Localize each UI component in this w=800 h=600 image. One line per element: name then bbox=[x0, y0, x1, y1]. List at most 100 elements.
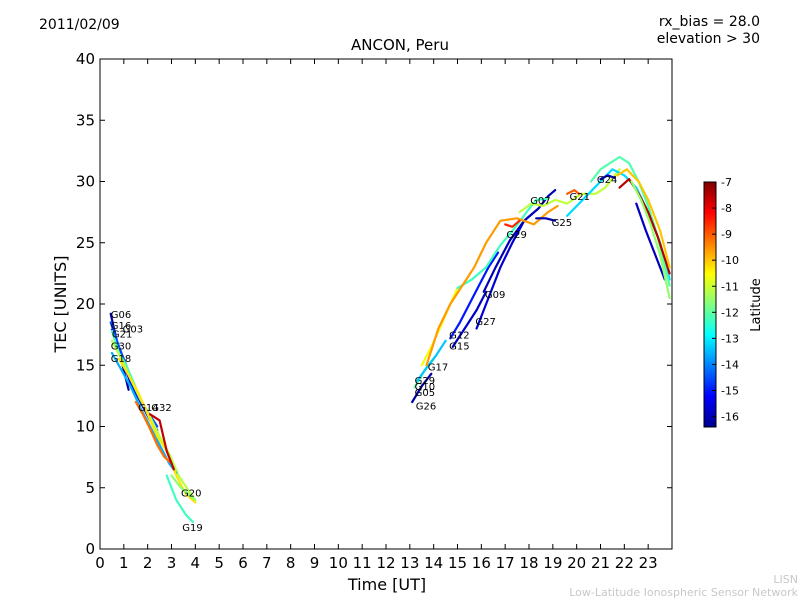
y-tick-label: 20 bbox=[76, 295, 95, 313]
satellite-label: G25 bbox=[552, 218, 572, 229]
series-line-g29 bbox=[415, 339, 447, 383]
satellite-label: G05 bbox=[415, 388, 435, 399]
series-line-g18b bbox=[616, 168, 671, 269]
y-tick-label: 40 bbox=[76, 50, 95, 68]
rx-bias-label: rx_bias = 28.0 bbox=[658, 14, 760, 30]
y-tick-label: 10 bbox=[76, 418, 95, 436]
satellite-label: G16 bbox=[111, 321, 131, 332]
series-line-g01 bbox=[630, 180, 671, 299]
satellite-labels: G06G16G21G03G30G18G14G32G20G19G17G29G10G… bbox=[111, 175, 618, 534]
colorbar-tick-label: -16 bbox=[721, 411, 739, 424]
y-axis-label: TEC [UNITS] bbox=[51, 256, 70, 354]
series-line-g20 bbox=[170, 474, 197, 502]
x-tick-label: 5 bbox=[214, 554, 224, 572]
series-line-g29b bbox=[504, 219, 521, 228]
satellite-label: G09 bbox=[485, 290, 505, 301]
colorbar-tick-label: -7 bbox=[721, 176, 732, 189]
x-tick-label: 10 bbox=[329, 554, 348, 572]
x-tick-label: 13 bbox=[400, 554, 419, 572]
colorbar-tick-label: -11 bbox=[721, 280, 739, 293]
x-tick-label: 6 bbox=[238, 554, 248, 572]
y-tick-label: 15 bbox=[76, 356, 95, 374]
colorbar-tick-label: -13 bbox=[721, 332, 739, 345]
satellite-label: G06 bbox=[111, 310, 131, 321]
x-tick-label: 9 bbox=[310, 554, 320, 572]
satellite-label: G30 bbox=[111, 342, 131, 353]
colorbar-tick-label: -9 bbox=[721, 228, 732, 241]
series-line-g22b bbox=[618, 178, 671, 275]
satellite-label: G17 bbox=[428, 362, 448, 373]
satellite-label: G19 bbox=[182, 523, 202, 534]
series-line-g25 bbox=[535, 217, 557, 222]
x-tick-label: 18 bbox=[519, 554, 538, 572]
satellite-label: G21 bbox=[570, 192, 590, 203]
series-line-g13 bbox=[518, 168, 621, 214]
footer-line1: LISN bbox=[773, 573, 798, 586]
x-tick-label: 23 bbox=[639, 554, 658, 572]
series-line-g12 bbox=[449, 251, 500, 340]
x-tick-label: 1 bbox=[119, 554, 129, 572]
x-tick-label: 15 bbox=[448, 554, 467, 572]
colorbar-tick-label: -14 bbox=[721, 358, 739, 371]
colorbar-tick-label: -12 bbox=[721, 306, 739, 319]
satellite-label: G26 bbox=[416, 402, 436, 413]
y-tick-label: 25 bbox=[76, 234, 95, 252]
series-line-g19 bbox=[165, 474, 194, 524]
footer-line2: Low-Latitude Ionospheric Sensor Network bbox=[569, 586, 798, 599]
x-tick-label: 3 bbox=[167, 554, 177, 572]
elevation-label: elevation > 30 bbox=[656, 31, 760, 47]
x-tick-label: 21 bbox=[591, 554, 610, 572]
series-line-g24 bbox=[599, 174, 616, 181]
satellite-label: G21 bbox=[112, 329, 132, 340]
satellite-label: G15 bbox=[449, 342, 469, 353]
satellite-label: G18 bbox=[111, 354, 131, 365]
y-tick-label: 30 bbox=[76, 173, 95, 191]
colorbar-gradient bbox=[703, 181, 717, 428]
footer: LISN Low-Latitude Ionospheric Sensor Net… bbox=[569, 573, 798, 599]
colorbar-tick-label: -15 bbox=[721, 385, 739, 398]
x-tick-label: 19 bbox=[543, 554, 562, 572]
series-line-g21b bbox=[565, 189, 581, 195]
colorbar: -7 -8 -9 -10 -11 -12 -13 -14 -15 -16 bbox=[703, 176, 739, 428]
satellite-label: G29 bbox=[415, 376, 435, 387]
y-tick-label: 5 bbox=[85, 479, 95, 497]
satellite-label: G32 bbox=[151, 403, 171, 414]
satellite-label: G27 bbox=[475, 317, 495, 328]
x-tick-label: 7 bbox=[262, 554, 272, 572]
series-line-g22 bbox=[134, 400, 173, 465]
satellite-label: G12 bbox=[449, 331, 469, 342]
x-tick-label: 22 bbox=[615, 554, 634, 572]
satellite-label: G24 bbox=[597, 175, 617, 186]
x-tick-label: 8 bbox=[286, 554, 296, 572]
series-line-g07 bbox=[456, 197, 550, 290]
series-line-g10 bbox=[425, 204, 559, 367]
satellite-label: G14 bbox=[138, 403, 158, 414]
x-tick-label: 17 bbox=[496, 554, 515, 572]
y-tick-label: 0 bbox=[85, 540, 95, 558]
colorbar-tick-label: -8 bbox=[721, 202, 732, 215]
info-block: rx_bias = 28.0 elevation > 30 bbox=[657, 14, 760, 48]
x-tick-label: 16 bbox=[472, 554, 491, 572]
x-tick-label: 12 bbox=[376, 554, 395, 572]
x-axis-label: Time [UT] bbox=[347, 575, 426, 594]
x-tick-label: 20 bbox=[567, 554, 586, 572]
series-line-g32 bbox=[149, 413, 175, 471]
y-tick-label: 35 bbox=[76, 111, 95, 129]
axes-ticks: 0 1 2 3 4 5 6 7 8 9 10 11 12 13 14 15 16 17 18 19 20 21 22 2305… bbox=[76, 50, 672, 572]
satellite-label: G10 bbox=[415, 382, 435, 393]
satellite-label: G03 bbox=[123, 325, 143, 336]
series-line-g11 bbox=[635, 202, 666, 281]
series-line-g14 bbox=[117, 358, 197, 504]
chart-title: ANCON, Peru bbox=[351, 36, 449, 54]
colorbar-tick-label: -10 bbox=[721, 254, 739, 267]
series-line-g15 bbox=[451, 290, 488, 348]
x-tick-label: 4 bbox=[191, 554, 201, 572]
satellite-label: G07 bbox=[530, 196, 550, 207]
x-tick-label: 14 bbox=[424, 554, 443, 572]
satellite-label: G29 bbox=[506, 230, 526, 241]
x-tick-label: 0 bbox=[95, 554, 105, 572]
x-tick-label: 11 bbox=[353, 554, 372, 572]
plot-frame bbox=[99, 58, 673, 550]
